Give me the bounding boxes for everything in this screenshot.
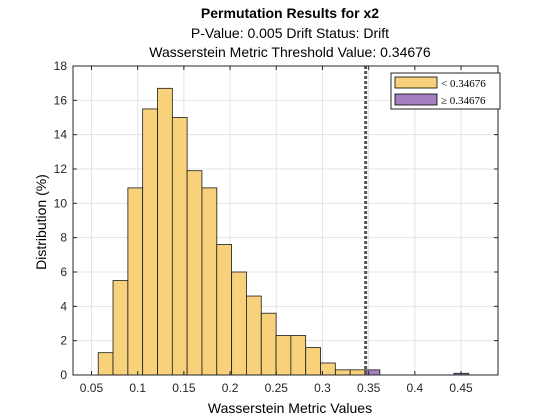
bar-below-threshold [112,280,129,376]
legend-swatch-above [394,93,438,106]
chart-subtitle-line1: P-Value: 0.005 Drift Status: Drift [191,25,389,41]
y-axis-label: Distribution (%) [33,174,49,270]
bar-below-threshold [334,369,351,376]
bar-below-threshold [127,187,144,376]
axes-frame [72,65,499,376]
bar-below-threshold [290,335,307,376]
bar-below-threshold [231,271,247,376]
bar-below-threshold [171,117,188,376]
bar-below-threshold [186,170,203,376]
x-tick-label: 0.3 [314,381,331,395]
bar-below-threshold [305,347,321,376]
bar-below-threshold [97,352,114,376]
bar-above-threshold [364,369,381,376]
x-tick-label: 0.15 [172,381,196,395]
y-tick-label: 0 [60,368,67,382]
bar-below-threshold [275,335,292,376]
legend-label-below: < 0.34676 [441,78,486,90]
bar-below-threshold [142,108,158,376]
bar-below-threshold [157,87,173,376]
chart-title: Permutation Results for x2 [201,5,379,21]
histogram-bars [97,87,470,376]
bar-below-threshold [349,369,366,376]
y-tick-label: 12 [54,162,68,176]
x-tick-label: 0.35 [357,381,381,395]
axis-ticks: 0.05 0.1 0.15 0.2 0.25 0.3 0.35 0.4 0.45 0 2 4 6 8 10 1… [54,59,498,395]
x-tick-label: 0.25 [265,381,289,395]
bar-below-threshold [260,312,277,376]
x-tick-label: 0.45 [449,381,473,395]
y-tick-label: 14 [54,128,68,142]
x-axis-label: Wasserstein Metric Values [208,400,372,416]
bar-below-threshold [201,187,218,376]
x-tick-label: 0.1 [129,381,146,395]
legend-label-above: ≥ 0.34676 [441,95,486,107]
y-tick-label: 10 [54,196,68,210]
y-tick-label: 18 [54,59,68,73]
legend-swatch-below [394,76,438,89]
x-tick-label: 0.2 [222,381,239,395]
y-tick-label: 16 [54,93,68,107]
legend: < 0.34676 ≥ 0.34676 [390,72,501,110]
y-tick-label: 4 [60,299,67,313]
bar-below-threshold [246,295,262,376]
x-tick-label: 0.05 [80,381,104,395]
y-tick-label: 6 [60,265,67,279]
y-tick-label: 2 [60,334,67,348]
y-tick-label: 8 [60,231,67,245]
x-tick-label: 0.4 [407,381,424,395]
bar-below-threshold [216,244,232,376]
chart-subtitle-line2: Wasserstein Metric Threshold Value: 0.34… [149,44,431,60]
